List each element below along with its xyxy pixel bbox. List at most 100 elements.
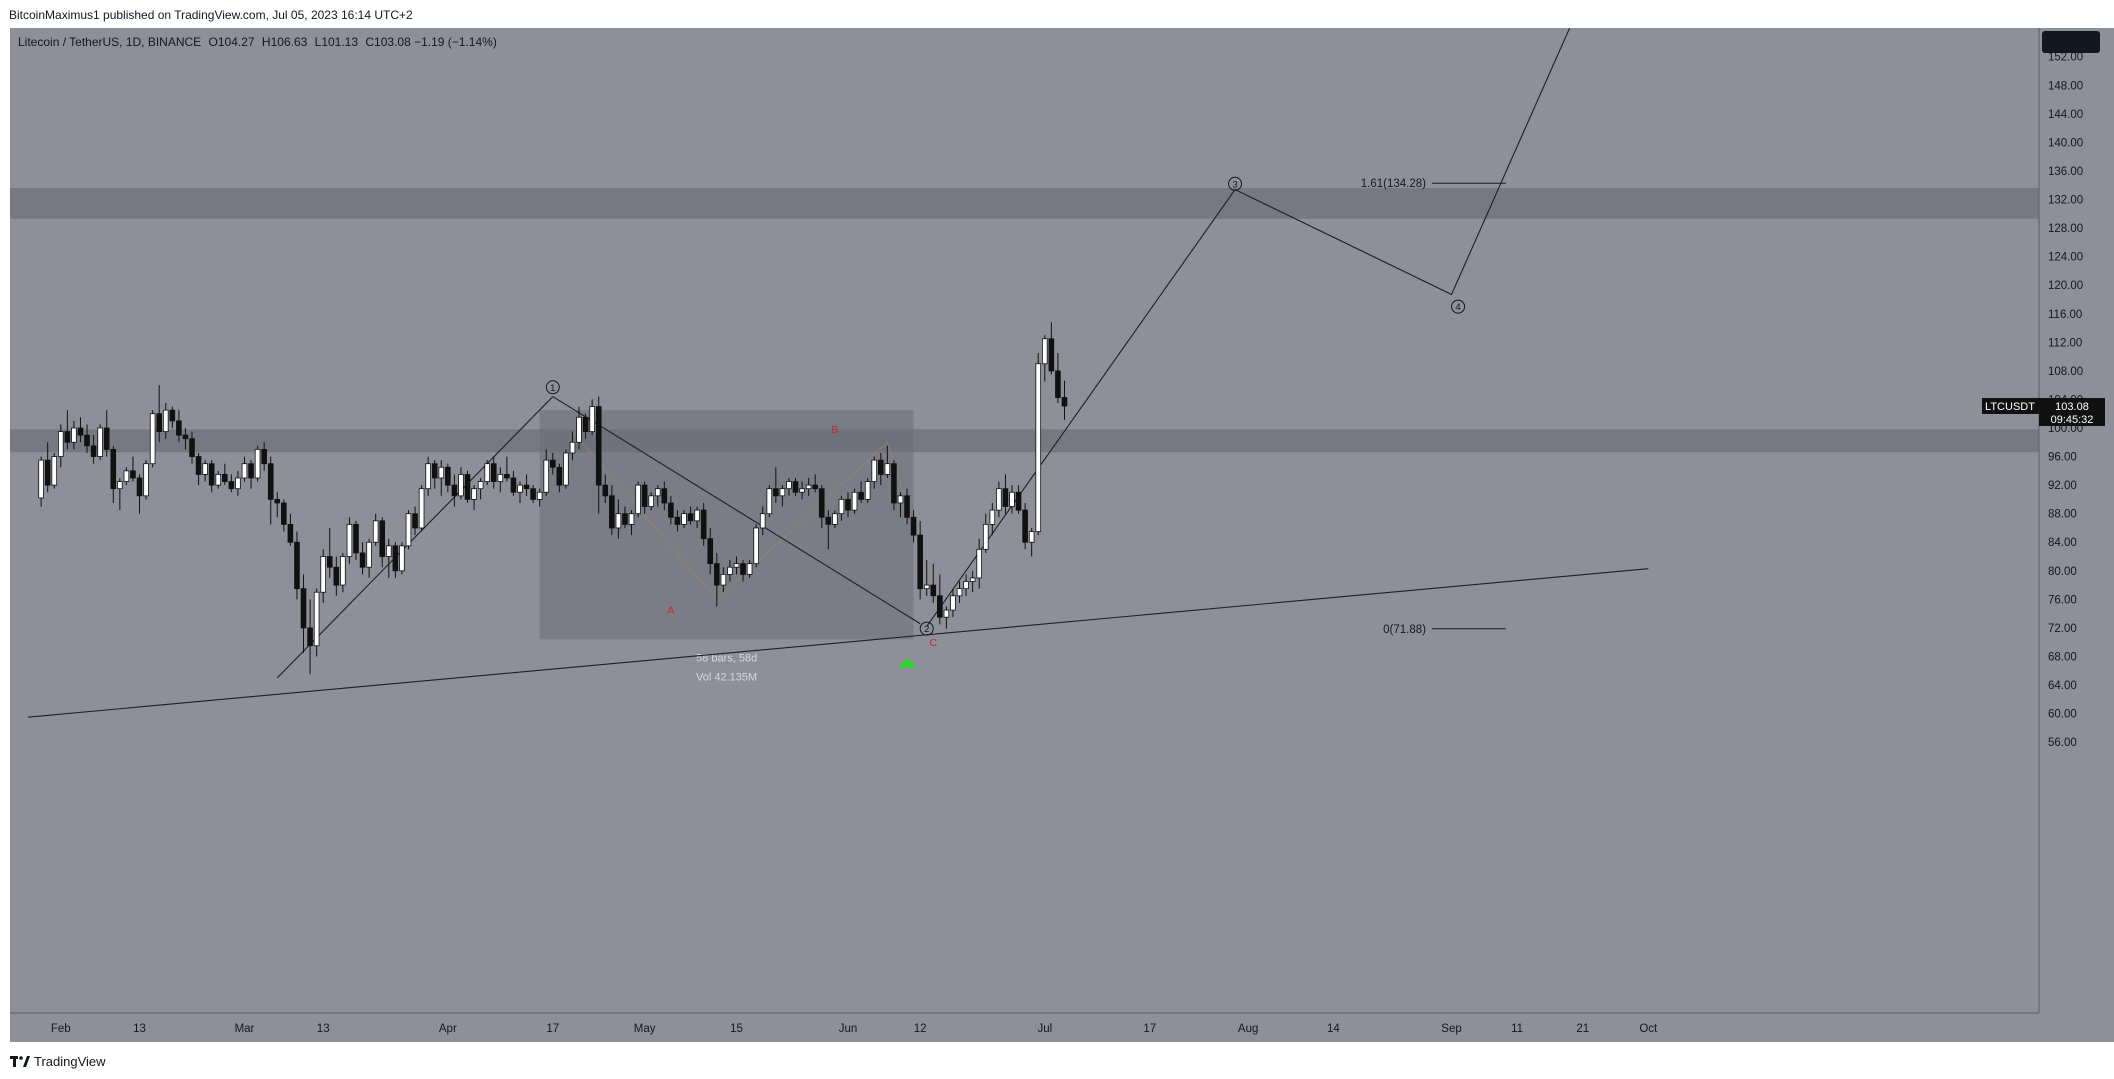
candle-body (950, 595, 956, 611)
candle-body (97, 427, 103, 457)
candle (438, 460, 445, 496)
candle (963, 574, 969, 596)
candle (130, 456, 136, 482)
candle (195, 452, 202, 486)
candle (313, 588, 320, 657)
candle (484, 460, 490, 486)
candle-body (477, 481, 484, 490)
candle-body (556, 466, 563, 486)
candle-body (182, 434, 189, 440)
candle-body (261, 449, 267, 465)
candle-body (281, 502, 287, 525)
open-label: O (208, 35, 218, 49)
candle (569, 431, 576, 461)
time-axis-label: Mar (235, 1023, 255, 1035)
candle (812, 474, 818, 493)
candle-body (267, 463, 274, 500)
candle (117, 477, 123, 511)
candle (910, 510, 917, 543)
candle (871, 456, 878, 489)
wave-label-circle-2 (919, 621, 934, 636)
candle-body (353, 523, 359, 554)
candle-body (989, 509, 996, 525)
trendline-support (27, 568, 1649, 718)
time-axis-label: Feb (51, 1023, 71, 1035)
candle-body (714, 563, 720, 586)
candle (792, 477, 799, 496)
candle (996, 481, 1002, 518)
candle-body (858, 491, 864, 500)
candle-body (340, 556, 346, 586)
candle (884, 445, 891, 478)
candle-body (143, 463, 149, 497)
candlestick-chart[interactable]: 58 bars, 58d Vol 42.135M 1.61(134.28) 0(71… (10, 28, 2114, 1042)
candle-body (595, 406, 602, 486)
candle-body (956, 588, 963, 597)
price-axis-tick: 124.00 (2048, 252, 2083, 264)
time-axis-label: 17 (1143, 1023, 1156, 1035)
candle (241, 456, 248, 482)
candle-body (221, 474, 228, 482)
candle-body (700, 509, 707, 540)
trendline-wave-1-to-2 (552, 396, 921, 625)
candle-body (878, 459, 884, 475)
time-axis-label: 13 (317, 1023, 330, 1035)
candle-body (727, 566, 733, 575)
last-price-badge (2039, 398, 2105, 427)
candle-body (90, 445, 97, 457)
countdown-text: 09:45:32 (2051, 414, 2094, 426)
candle-body (195, 456, 202, 475)
price-axis-top-button[interactable] (2042, 31, 2100, 53)
candle (215, 470, 222, 489)
candle-body (687, 513, 694, 522)
tradingview-logo[interactable]: TradingView (10, 1054, 106, 1069)
candle (425, 456, 431, 496)
candle-body (871, 459, 878, 482)
candle-body (530, 488, 536, 500)
candle (556, 463, 563, 493)
candle (510, 470, 517, 496)
candle-body (149, 413, 156, 465)
candle-body (385, 545, 392, 557)
candle-body (628, 513, 635, 525)
candle (123, 467, 130, 486)
price-axis-tick: 136.00 (2048, 166, 2083, 178)
candle (746, 560, 753, 578)
candle-body (471, 488, 477, 500)
candle (1015, 485, 1022, 514)
candle (208, 460, 215, 493)
candle (379, 517, 386, 568)
candle-body (208, 463, 215, 486)
candle (261, 442, 267, 471)
candle (169, 406, 176, 428)
candle (694, 506, 700, 528)
wave-label-1: 1 (550, 383, 555, 394)
time-axis-label: Sep (1441, 1023, 1461, 1035)
candle (359, 542, 366, 575)
candle-body (366, 541, 372, 568)
candle-body (523, 484, 530, 490)
candle (1035, 353, 1042, 536)
time-axis-label: Oct (1639, 1023, 1658, 1035)
candle-body (136, 477, 143, 497)
price-axis-tick: 112.00 (2048, 337, 2082, 349)
candle-body (1028, 531, 1035, 543)
candle (287, 513, 294, 546)
candle (162, 403, 169, 439)
candle-body (103, 427, 110, 450)
candle (976, 538, 982, 589)
candle-body (825, 516, 832, 525)
candle (635, 481, 641, 518)
chart-area[interactable]: 58 bars, 58d Vol 42.135M 1.61(134.28) 0(71… (10, 28, 2114, 1042)
trendline-wave-1-rise (276, 396, 554, 679)
candle-body (648, 495, 654, 507)
candle-body (563, 452, 569, 486)
candle (864, 477, 871, 503)
candle (44, 442, 51, 493)
candle (825, 510, 832, 550)
candle-body (412, 513, 418, 529)
candle-body (818, 488, 825, 518)
candle-body (923, 584, 930, 590)
candle-body (609, 495, 615, 529)
candle (254, 445, 261, 482)
